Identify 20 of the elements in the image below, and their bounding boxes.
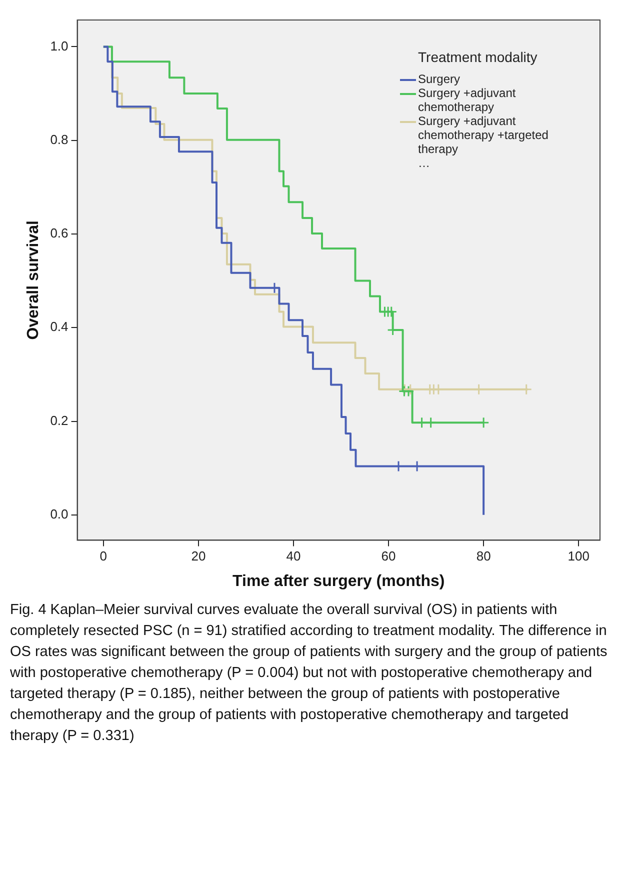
- x-tick-label: 80: [476, 548, 491, 564]
- y-tick-label: 1.0: [50, 38, 68, 54]
- legend-label: Surgery +adjuvant chemotherapy +targeted therapy: [418, 114, 550, 156]
- y-tick-label: 0.2: [50, 412, 68, 428]
- x-tick-label: 40: [286, 548, 301, 564]
- y-tick-label: 0.4: [50, 319, 68, 334]
- x-tick-label: 20: [191, 548, 206, 564]
- y-tick-label: 0.6: [50, 226, 68, 241]
- y-axis-title: Overall survival: [25, 220, 42, 340]
- y-tick-label: 0.0: [50, 506, 68, 522]
- legend-label: Surgery +adjuvant chemotherapy: [418, 86, 517, 114]
- x-tick-label: 60: [381, 548, 396, 564]
- annotation: …: [418, 156, 431, 170]
- y-tick-label: 0.8: [50, 132, 68, 147]
- x-tick-label: 0: [100, 548, 108, 564]
- x-axis-title: Time after surgery (months): [232, 572, 445, 590]
- x-tick-label: 100: [568, 548, 590, 564]
- caption: Fig. 4 Kaplan–Meier survival curves evaluate the overall survival (OS) in patients with completely resected PSC (n = 91) stratified according to treatment modality. The difference in OS rates was significant between the group of patients with surgery and the group of patients with postoperative chemotherapy (P = 0.004) but not with postoperative chemotherapy and targeted therapy (P = 0.185), neither between the group of patients with postoperative chemotherapy and the group of patients with postoperative chemotherapy and targeted therapy (P = 0.331): [10, 601, 608, 746]
- legend-label: Surgery: [418, 72, 460, 86]
- legend-title: Treatment modality: [418, 49, 538, 65]
